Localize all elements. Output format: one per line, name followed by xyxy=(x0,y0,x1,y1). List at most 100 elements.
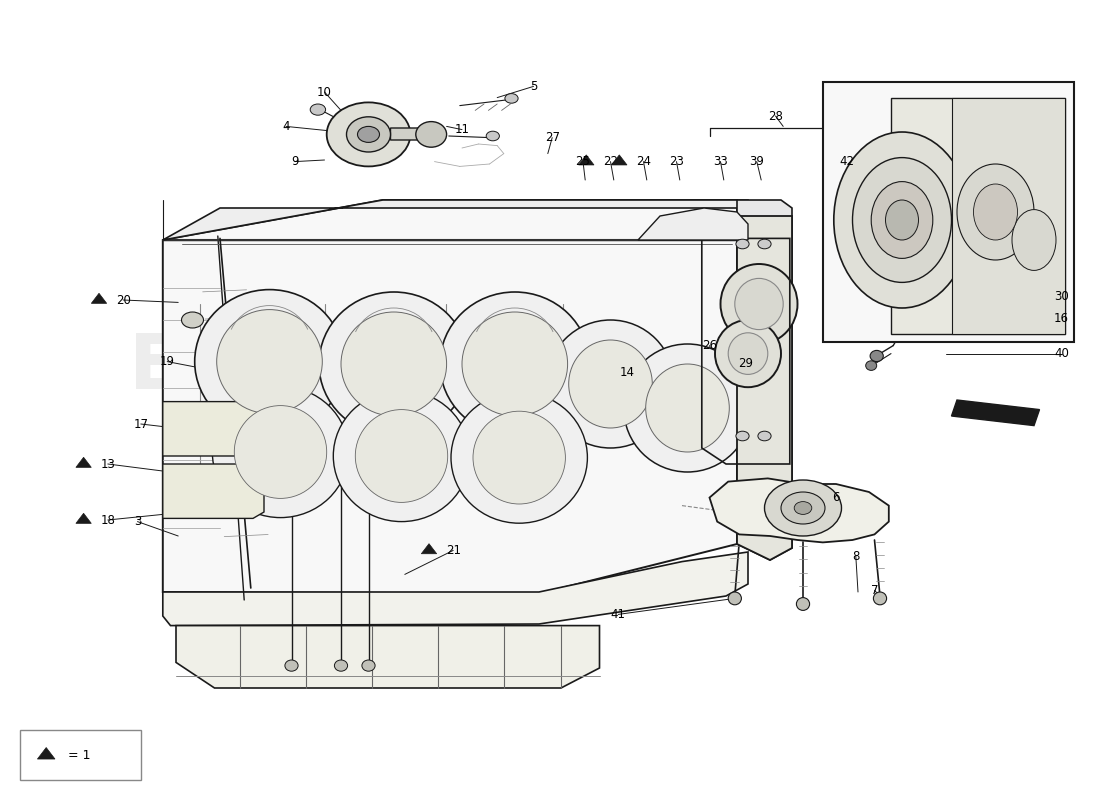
Ellipse shape xyxy=(957,164,1034,260)
Ellipse shape xyxy=(416,122,447,147)
Ellipse shape xyxy=(1012,210,1056,270)
Ellipse shape xyxy=(758,239,771,249)
Ellipse shape xyxy=(834,132,970,308)
Text: 4: 4 xyxy=(283,120,289,133)
Text: 14: 14 xyxy=(619,366,635,378)
Text: 11: 11 xyxy=(454,123,470,136)
Ellipse shape xyxy=(327,102,410,166)
Ellipse shape xyxy=(355,410,448,502)
Text: 20: 20 xyxy=(116,294,131,306)
Polygon shape xyxy=(37,747,55,759)
Ellipse shape xyxy=(217,310,322,414)
Text: 40: 40 xyxy=(1054,347,1069,360)
Polygon shape xyxy=(737,216,792,560)
Text: 21: 21 xyxy=(446,544,461,557)
Text: 27: 27 xyxy=(544,131,560,144)
Polygon shape xyxy=(891,98,1065,334)
Polygon shape xyxy=(710,478,889,542)
Text: a passion for parts since 1985: a passion for parts since 1985 xyxy=(282,455,554,473)
Polygon shape xyxy=(390,128,429,140)
Ellipse shape xyxy=(319,292,469,436)
Text: 41: 41 xyxy=(610,608,626,621)
Ellipse shape xyxy=(852,158,952,282)
Ellipse shape xyxy=(796,598,810,610)
Ellipse shape xyxy=(358,126,379,142)
Text: 24: 24 xyxy=(636,155,651,168)
Polygon shape xyxy=(176,626,600,688)
Text: 6: 6 xyxy=(833,491,839,504)
Ellipse shape xyxy=(794,502,812,514)
Polygon shape xyxy=(638,208,748,240)
Ellipse shape xyxy=(758,431,771,441)
Polygon shape xyxy=(421,544,437,554)
Ellipse shape xyxy=(505,94,518,103)
Polygon shape xyxy=(952,400,1040,426)
Ellipse shape xyxy=(212,386,349,518)
Ellipse shape xyxy=(341,312,447,416)
Ellipse shape xyxy=(871,182,933,258)
Ellipse shape xyxy=(547,320,674,448)
Ellipse shape xyxy=(440,292,590,436)
Polygon shape xyxy=(76,514,91,523)
Text: 18: 18 xyxy=(100,514,116,526)
Ellipse shape xyxy=(736,431,749,441)
Ellipse shape xyxy=(285,660,298,671)
Text: 16: 16 xyxy=(1054,312,1069,325)
Ellipse shape xyxy=(728,333,768,374)
Ellipse shape xyxy=(346,117,390,152)
Ellipse shape xyxy=(182,312,204,328)
Text: 28: 28 xyxy=(768,110,783,122)
Ellipse shape xyxy=(195,290,344,434)
Polygon shape xyxy=(163,464,264,518)
Text: 29: 29 xyxy=(738,358,754,370)
Text: 22: 22 xyxy=(603,155,618,168)
FancyBboxPatch shape xyxy=(823,82,1074,342)
Text: 33: 33 xyxy=(713,155,728,168)
Ellipse shape xyxy=(333,390,470,522)
Polygon shape xyxy=(163,200,737,594)
Ellipse shape xyxy=(873,592,887,605)
Polygon shape xyxy=(612,155,627,165)
Text: 7: 7 xyxy=(871,584,878,597)
Polygon shape xyxy=(952,98,1065,334)
Ellipse shape xyxy=(310,104,326,115)
Polygon shape xyxy=(163,200,748,240)
Ellipse shape xyxy=(728,592,741,605)
Ellipse shape xyxy=(624,344,751,472)
Text: 23: 23 xyxy=(669,155,684,168)
Text: 10: 10 xyxy=(317,86,332,98)
Ellipse shape xyxy=(735,278,783,330)
Ellipse shape xyxy=(451,392,587,523)
Text: 17: 17 xyxy=(133,418,148,430)
Ellipse shape xyxy=(334,660,348,671)
Ellipse shape xyxy=(569,340,652,428)
Text: 13: 13 xyxy=(100,458,116,470)
Text: 3: 3 xyxy=(134,515,141,528)
Ellipse shape xyxy=(362,660,375,671)
Text: 30: 30 xyxy=(1054,290,1069,302)
Text: 25: 25 xyxy=(575,155,591,168)
Text: 26: 26 xyxy=(702,339,717,352)
Ellipse shape xyxy=(646,364,729,452)
Ellipse shape xyxy=(886,200,918,240)
Polygon shape xyxy=(163,552,748,626)
Polygon shape xyxy=(163,402,266,456)
Text: 19: 19 xyxy=(160,355,175,368)
Text: 42: 42 xyxy=(839,155,855,168)
Ellipse shape xyxy=(974,184,1018,240)
Ellipse shape xyxy=(486,131,499,141)
Polygon shape xyxy=(91,294,107,303)
Ellipse shape xyxy=(715,320,781,387)
Ellipse shape xyxy=(866,361,877,370)
Text: 9: 9 xyxy=(292,155,298,168)
Ellipse shape xyxy=(234,406,327,498)
FancyBboxPatch shape xyxy=(20,730,141,780)
Polygon shape xyxy=(76,458,91,467)
Ellipse shape xyxy=(870,350,883,362)
Text: 8: 8 xyxy=(852,550,859,562)
Ellipse shape xyxy=(764,480,842,536)
Ellipse shape xyxy=(473,411,565,504)
Polygon shape xyxy=(737,200,792,560)
Text: 5: 5 xyxy=(530,80,537,93)
Text: 39: 39 xyxy=(749,155,764,168)
